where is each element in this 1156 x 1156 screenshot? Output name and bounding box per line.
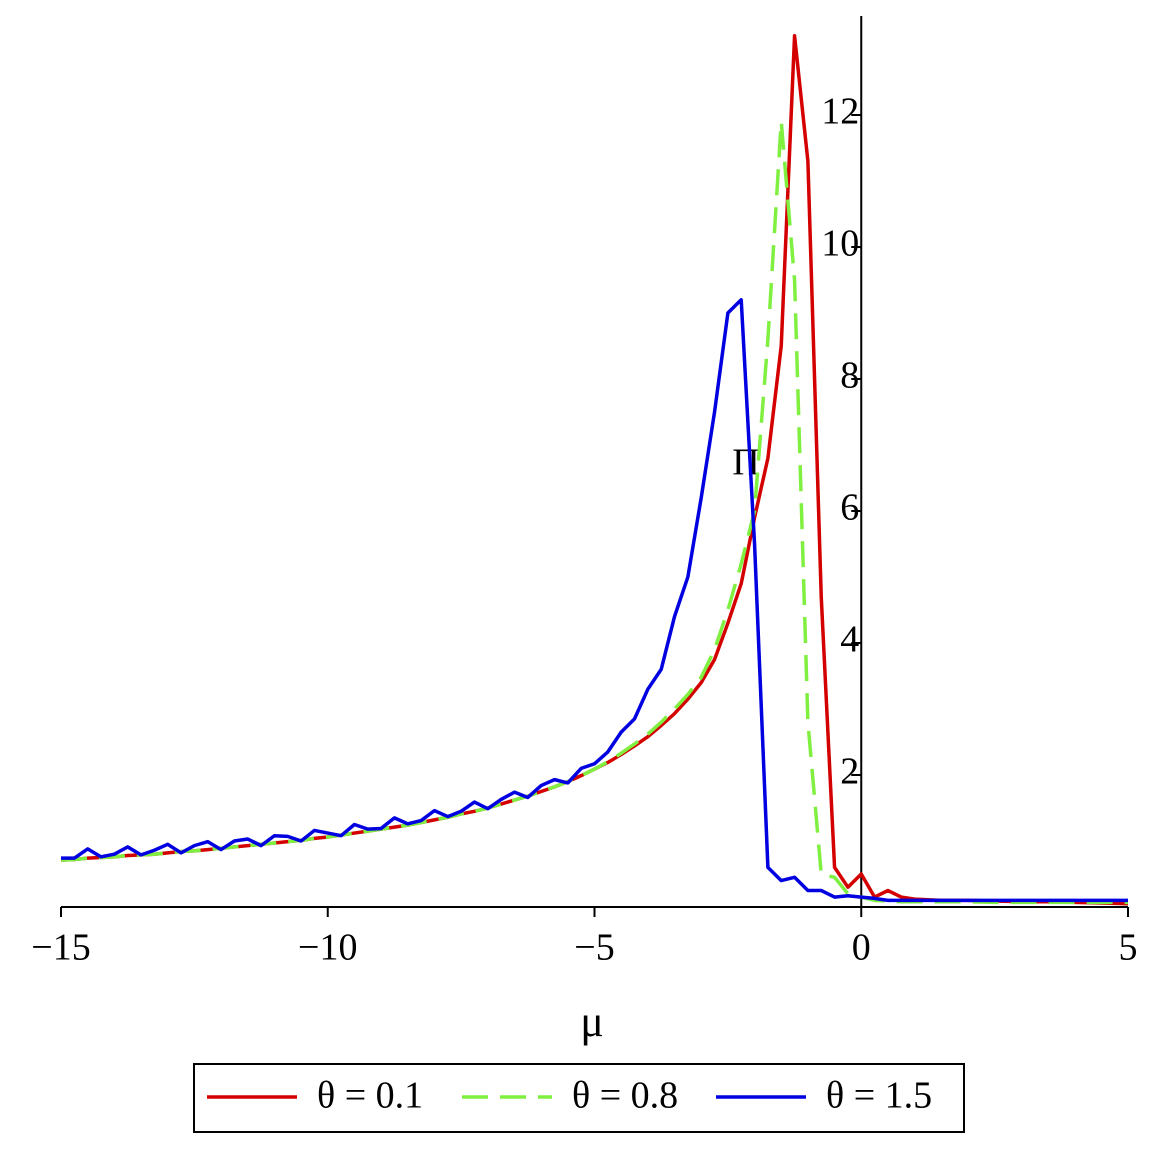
legend-label: θ = 0.8	[572, 1075, 678, 1117]
legend-box	[193, 1063, 965, 1133]
y-tick-label: 6	[840, 487, 859, 529]
y-tick-label: 12	[821, 91, 859, 133]
y-tick-label: 2	[840, 751, 859, 793]
y-tick-label: 4	[840, 619, 859, 661]
x-tick-label: 0	[852, 927, 871, 969]
y-tick-label: 10	[821, 223, 859, 265]
x-tick-label: −10	[298, 927, 357, 969]
y-tick-label: 8	[840, 355, 859, 397]
x-axis-label: μ	[580, 997, 604, 1046]
legend-label: θ = 1.5	[826, 1075, 932, 1117]
x-tick-label: 5	[1119, 927, 1138, 969]
series-line	[60, 119, 1128, 905]
series-line	[61, 298, 1128, 903]
series-line	[60, 34, 1129, 906]
y-axis-label: Π	[732, 442, 759, 484]
x-tick-label: −15	[31, 927, 90, 969]
x-tick-label: −5	[574, 927, 614, 969]
legend-label: θ = 0.1	[317, 1075, 423, 1117]
